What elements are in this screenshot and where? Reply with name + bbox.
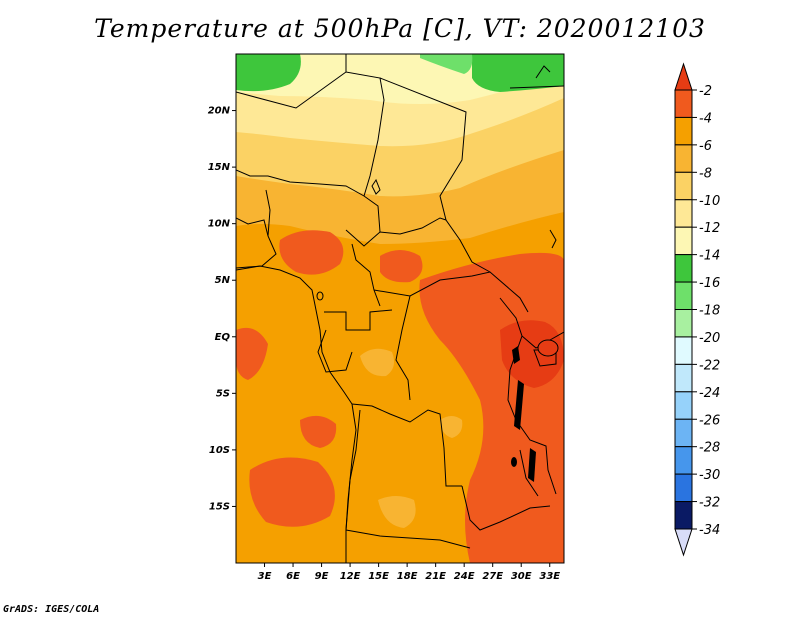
colorbar-top-arrow xyxy=(674,62,693,91)
lat-tick-label: 5N xyxy=(215,275,231,286)
lon-tick-label: 30E xyxy=(511,571,532,582)
colorbar-label: -16 xyxy=(699,276,720,291)
lon-tick-label: 33E xyxy=(539,571,560,582)
colorbar-swatch xyxy=(674,418,693,448)
lon-tick-label: 18E xyxy=(397,571,418,582)
colorbar-swatch xyxy=(674,226,693,256)
colorbar-label: -22 xyxy=(699,358,720,373)
lat-tick-label: 10S xyxy=(209,445,230,456)
lat-tick-label: 10N xyxy=(208,219,231,230)
temperature-field xyxy=(236,54,564,563)
lat-tick-label: 5S xyxy=(216,388,230,399)
colorbar-swatch xyxy=(674,254,693,283)
lon-tick-label: 3E xyxy=(258,571,272,582)
colorbar-label: -32 xyxy=(699,496,720,511)
colorbar-swatch xyxy=(674,89,693,118)
grads-credit: GrADS: IGES/COLA xyxy=(3,604,100,615)
longitude-axis: 3E 6E 9E 12E 15E 18E 21E 24E 27E 30E 33E xyxy=(258,563,560,582)
colorbar-swatch xyxy=(674,199,693,228)
lon-tick-label: 21E xyxy=(425,571,446,582)
colorbar-swatch xyxy=(674,116,693,146)
colorbar-label: -6 xyxy=(699,139,712,154)
colorbar-bottom-arrow xyxy=(674,528,693,557)
lat-tick-label: 15N xyxy=(208,162,231,173)
colorbar-label: -8 xyxy=(699,166,712,181)
colorbar-label: -30 xyxy=(699,468,720,483)
colorbar-label: -4 xyxy=(699,111,712,126)
colorbar-label: -18 xyxy=(699,304,720,319)
colorbar-label: -24 xyxy=(699,386,720,401)
colorbar-label: -34 xyxy=(699,523,720,538)
lat-tick-label: 20N xyxy=(208,106,231,117)
colorbar-label: -12 xyxy=(699,221,720,236)
colorbar-swatch xyxy=(674,171,693,201)
lon-tick-label: 9E xyxy=(315,571,329,582)
country-borders xyxy=(236,54,564,549)
lon-tick-label: 27E xyxy=(482,571,503,582)
lat-tick-label: EQ xyxy=(215,332,231,343)
colorbar-label: -28 xyxy=(699,441,720,456)
map-title: Temperature at 500hPa [C], VT: 202001210… xyxy=(94,14,706,43)
colorbar-swatch xyxy=(674,501,693,530)
colorbar-swatch xyxy=(674,446,693,475)
colorbar-label: -10 xyxy=(699,194,720,209)
colorbar-swatch xyxy=(674,336,693,365)
lon-tick-label: 12E xyxy=(340,571,361,582)
colorbar-swatch xyxy=(674,363,693,393)
colorbar-label: -20 xyxy=(699,331,720,346)
latitude-axis: 20N 15N 10N 5N EQ 5S 10S 15S xyxy=(208,106,236,512)
colorbar: -2 -4 -6 -8 -10 -12 -14 -16 -18 -20 -22 -24 -26 -28 -3… xyxy=(674,62,720,557)
lat-tick-label: 15S xyxy=(209,501,230,512)
colorbar-label: -2 xyxy=(699,84,712,99)
lon-tick-label: 6E xyxy=(286,571,300,582)
lon-tick-label: 24E xyxy=(454,571,475,582)
colorbar-swatch xyxy=(674,391,693,420)
colorbar-swatch xyxy=(674,473,693,503)
colorbar-swatch xyxy=(674,309,693,338)
colorbar-swatch xyxy=(674,281,693,310)
lakes xyxy=(316,291,559,482)
colorbar-label: -26 xyxy=(699,413,720,428)
map-frame xyxy=(235,53,565,564)
coastline xyxy=(236,178,557,563)
colorbar-label: -14 xyxy=(699,249,720,264)
colorbar-swatch xyxy=(674,144,693,173)
lon-tick-label: 15E xyxy=(368,571,389,582)
